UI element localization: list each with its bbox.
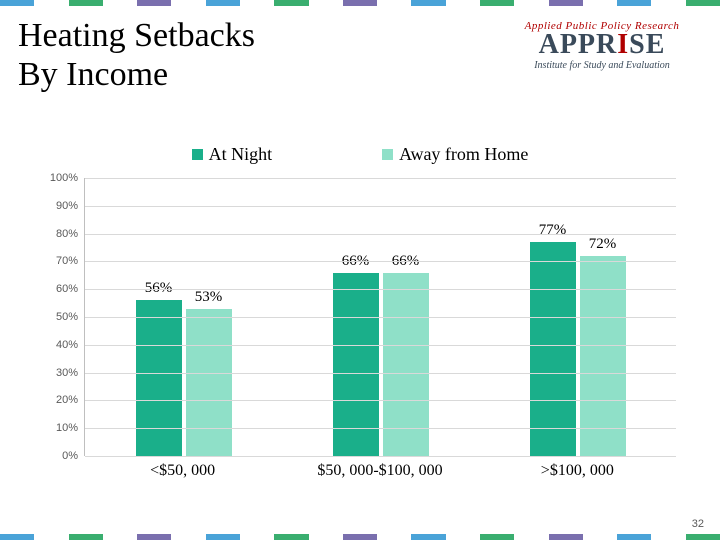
gridline [85,373,676,374]
gridline [85,317,676,318]
title-line-2: By Income [18,56,168,93]
legend: At Night Away from Home [0,144,720,165]
y-tick-label: 90% [42,200,78,212]
logo-main-post: SE [629,29,665,60]
bar-chart: 56%53%66%66%77%72% <$50, 000$50, 000-$10… [40,178,680,478]
y-tick-label: 60% [42,283,78,295]
top-border [0,0,720,6]
bar: 72% [580,256,626,456]
x-axis-label: >$100, 000 [479,462,676,480]
logo-main-red: I [617,29,629,60]
bar: 53% [186,309,232,456]
x-axis-label: <$50, 000 [84,462,281,480]
legend-item-1: At Night [192,144,273,165]
bar: 77% [530,242,576,456]
y-tick-label: 50% [42,311,78,323]
y-tick-label: 100% [42,172,78,184]
logo: Applied Public Policy Research APPRISE I… [502,20,702,71]
bottom-border [0,534,720,540]
gridline [85,261,676,262]
gridline [85,400,676,401]
gridline [85,428,676,429]
y-tick-label: 40% [42,339,78,351]
y-tick-label: 80% [42,228,78,240]
bar-value-label: 53% [195,289,223,306]
x-axis-labels: <$50, 000$50, 000-$100, 000>$100, 000 [84,462,676,480]
y-tick-label: 70% [42,255,78,267]
bar: 56% [136,300,182,456]
legend-swatch-1 [192,149,203,160]
legend-item-2: Away from Home [382,144,528,165]
gridline [85,234,676,235]
y-tick-label: 30% [42,367,78,379]
y-tick-label: 20% [42,394,78,406]
legend-label-2: Away from Home [399,144,528,165]
y-tick-label: 0% [42,450,78,462]
gridline [85,456,676,457]
gridline [85,206,676,207]
legend-label-1: At Night [209,144,273,165]
y-tick-label: 10% [42,422,78,434]
x-axis-label: $50, 000-$100, 000 [281,462,478,480]
plot-area: 56%53%66%66%77%72% [84,178,676,456]
bar-value-label: 72% [589,236,617,253]
gridline [85,289,676,290]
gridline [85,178,676,179]
logo-sub: Institute for Study and Evaluation [502,60,702,71]
title-line-1: Heating Setbacks [18,17,255,54]
legend-swatch-2 [382,149,393,160]
page-title: Heating Setbacks By Income [18,16,255,94]
logo-main-pre: APPR [539,29,618,60]
gridline [85,345,676,346]
page-number: 32 [692,518,704,530]
logo-main: APPRISE [502,32,702,59]
bar-value-label: 77% [539,222,567,239]
